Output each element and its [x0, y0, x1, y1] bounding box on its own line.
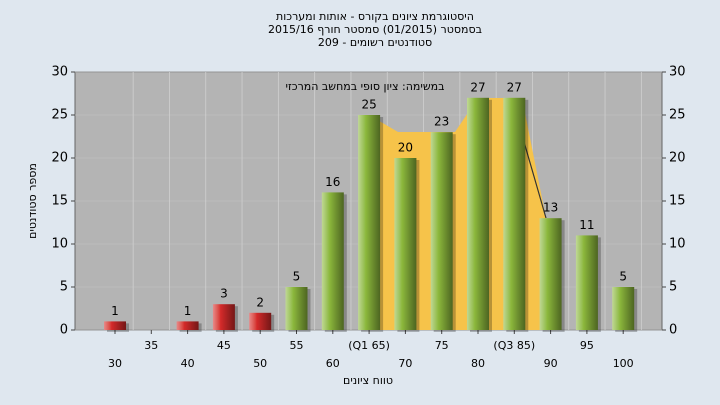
bar [285, 287, 308, 330]
title-line: סטודנטים רשומים - 209 [318, 36, 432, 49]
value-label: 3 [220, 287, 228, 301]
y-axis-label: מספר סטודנטים [26, 163, 39, 239]
value-label: 1 [111, 304, 119, 318]
bar [249, 312, 272, 330]
bar [575, 235, 598, 330]
value-label: 13 [543, 201, 558, 215]
bar [430, 132, 453, 330]
y-tick-label: 10 [51, 237, 68, 252]
x-tick-label: 30 [108, 357, 122, 370]
bar [176, 321, 199, 330]
x-tick-label: 40 [181, 357, 195, 370]
y-tick-label: 30 [51, 65, 68, 80]
bar [358, 115, 381, 330]
value-label: 11 [579, 218, 594, 232]
x-tick-label: 45 [217, 339, 231, 352]
x-tick-label: 95 [580, 339, 594, 352]
value-label: 5 [293, 270, 301, 284]
y-tick-label: 25 [51, 108, 68, 123]
y2-tick-label: 0 [669, 323, 677, 338]
x-axis-label: טווח ציונים [343, 374, 393, 387]
bar [321, 192, 344, 330]
title-line: בסמסטר (01/2015) סמסטר חורף 2015/16 [268, 23, 482, 36]
value-label: 23 [434, 115, 449, 129]
value-label: 27 [507, 80, 522, 94]
value-label: 2 [256, 295, 264, 309]
y-tick-label: 20 [51, 151, 68, 166]
y2-tick-label: 30 [669, 65, 686, 80]
x-tick-label: 50 [253, 357, 267, 370]
y-tick-label: 15 [51, 194, 68, 209]
x-tick-label: 70 [398, 357, 412, 370]
y2-tick-label: 20 [669, 151, 686, 166]
y-tick-label: 0 [60, 323, 68, 338]
value-label: 1 [184, 304, 192, 318]
x-tick-label: 35 [144, 339, 158, 352]
x-tick-label: 90 [544, 357, 558, 370]
title-line: היסטוגרמת ציונים בקורס - אותות ומערכות [276, 10, 474, 23]
bar [467, 97, 489, 330]
x-tick-label: (Q3 85) [493, 339, 535, 352]
value-label: 25 [361, 98, 376, 112]
value-label: 5 [619, 270, 627, 284]
x-tick-label: 55 [290, 339, 304, 352]
x-tick-label: 80 [471, 357, 485, 370]
bar [212, 304, 235, 330]
value-label: 16 [325, 175, 340, 189]
bar [539, 218, 562, 330]
x-tick-label: 100 [613, 357, 634, 370]
x-tick-label: 60 [326, 357, 340, 370]
bar [612, 287, 635, 330]
y2-tick-label: 15 [669, 194, 686, 209]
y2-tick-label: 25 [669, 108, 686, 123]
x-tick-label: (Q1 65) [348, 339, 390, 352]
bar [503, 97, 526, 330]
value-label: 27 [470, 80, 485, 94]
y2-tick-label: 5 [669, 280, 677, 295]
x-tick-label: 75 [435, 339, 449, 352]
y-tick-label: 5 [60, 280, 68, 295]
y2-tick-label: 10 [669, 237, 686, 252]
value-label: 20 [398, 141, 413, 155]
annotation: במשימה: ציון סופי במחשב המרכזי [285, 80, 444, 93]
bar [104, 321, 126, 330]
bar [394, 158, 417, 330]
